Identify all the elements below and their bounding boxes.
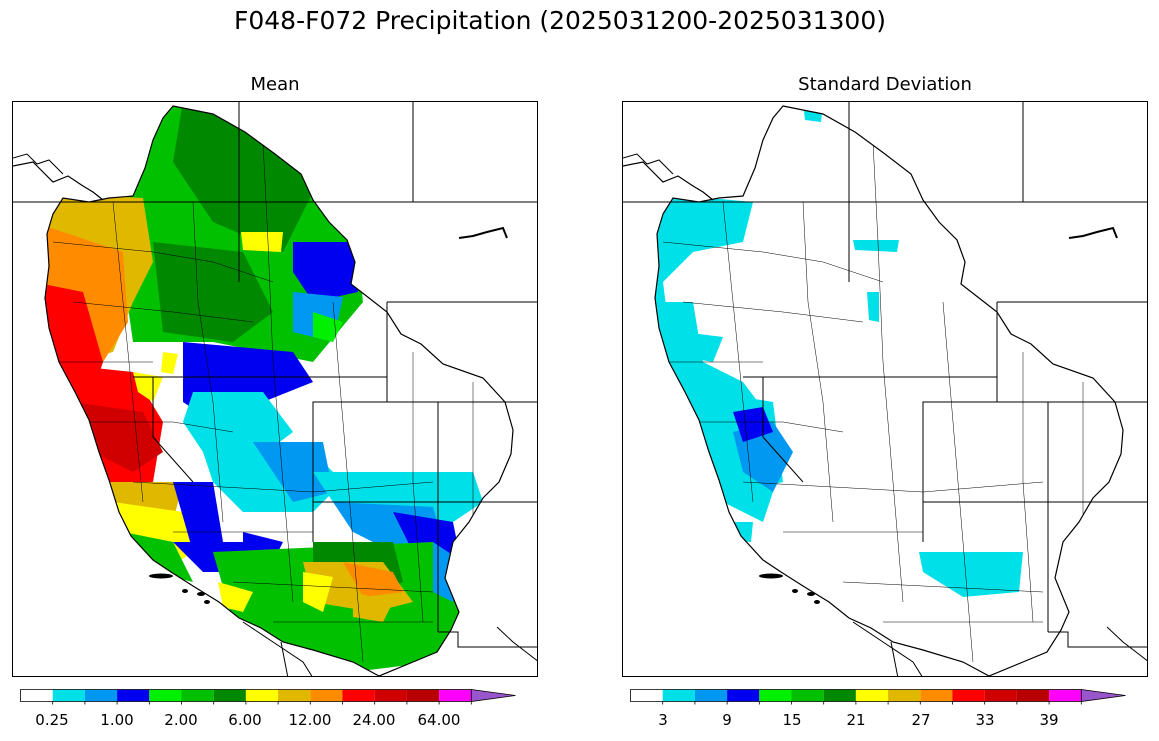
map-mean-canvas [13,102,538,677]
colorbar-stddev-tick: 9 [697,711,757,729]
colorbar-segment [1017,690,1049,702]
colorbar-segment [310,690,342,702]
colorbar-mean-tick: 1.00 [87,711,147,729]
map-mean [12,101,538,677]
colorbar-stddev-tick: 15 [762,711,822,729]
colorbar-mean-tick: 2.00 [151,711,211,729]
colorbar-segment [727,690,759,702]
colorbar-segment [953,690,985,702]
colorbar-mean-tick: 0.25 [22,711,82,729]
figure-title: F048-F072 Precipitation (2025031200-2025… [0,6,1120,35]
colorbar-stddev-tick: 27 [891,711,951,729]
colorbar-segment [407,690,439,702]
colorbar-segment [985,690,1017,702]
map-stddev [622,101,1148,677]
colorbar-stddev-tick: 3 [633,711,693,729]
colorbar-segment [182,690,214,702]
colorbar-mean-tick: 12.00 [280,711,340,729]
colorbar-segment [695,690,727,702]
colorbar-segment [439,690,471,702]
panel-title-mean: Mean [12,74,538,95]
colorbar-segment [888,690,920,702]
colorbar-segment [631,690,663,702]
colorbar-segment [824,690,856,702]
colorbar-stddev-tick: 21 [826,711,886,729]
colorbar-segment [759,690,791,702]
colorbar-segment [246,690,278,702]
colorbar-stddev-bar [630,689,1150,705]
colorbar-segment [53,690,85,702]
colorbar-segment [85,690,117,702]
colorbar-segment [663,690,695,702]
colorbar-stddev-tick: 39 [1019,711,1079,729]
colorbar-segment [856,690,888,702]
panel-title-stddev: Standard Deviation [622,74,1148,95]
colorbar-mean-tick: 6.00 [215,711,275,729]
colorbar-extend-arrow [471,690,515,702]
colorbar-segment [149,690,181,702]
colorbar-mean-tick: 24.00 [344,711,404,729]
colorbar-stddev [630,689,1150,709]
colorbar-segment [278,690,310,702]
colorbar-segment [375,690,407,702]
colorbar-segment [214,690,246,702]
great-salt-lake-mean [459,228,507,238]
colorbar-mean [20,689,540,709]
colorbar-mean-tick: 64.00 [409,711,469,729]
colorbar-segment [117,690,149,702]
great-salt-lake-stddev [1069,228,1117,238]
colorbar-segment [792,690,824,702]
map-stddev-canvas [623,102,1148,677]
colorbar-stddev-tick: 33 [955,711,1015,729]
colorbar-segment [1049,690,1081,702]
colorbar-mean-bar [20,689,540,705]
colorbar-segment [343,690,375,702]
colorbar-segment [21,690,53,702]
colorbar-segment [920,690,952,702]
colorbar-extend-arrow [1081,690,1125,702]
